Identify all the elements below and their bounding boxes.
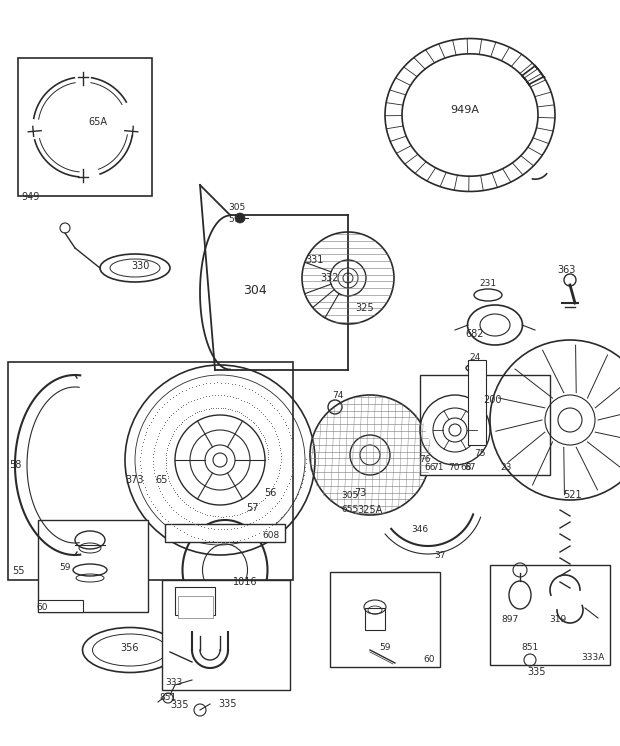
Bar <box>490 565 610 665</box>
Text: 59: 59 <box>379 644 391 653</box>
Text: 325: 325 <box>356 303 374 313</box>
Text: 65: 65 <box>156 475 168 485</box>
Bar <box>178 596 213 618</box>
Bar <box>175 587 215 615</box>
Circle shape <box>235 213 245 223</box>
Text: 67: 67 <box>464 463 476 471</box>
Text: 75: 75 <box>474 448 485 457</box>
Text: 1016: 1016 <box>232 577 257 587</box>
Bar <box>38 600 83 612</box>
Bar <box>8 362 293 580</box>
Text: 60: 60 <box>36 604 48 612</box>
Text: 333A: 333A <box>582 653 605 662</box>
Text: 59: 59 <box>60 563 71 572</box>
Text: 575: 575 <box>228 216 246 225</box>
Text: 200: 200 <box>483 395 501 405</box>
Text: 68: 68 <box>460 463 471 472</box>
Text: 949: 949 <box>21 192 40 202</box>
Text: 23: 23 <box>500 463 511 472</box>
Text: 851: 851 <box>521 642 539 651</box>
Text: 335: 335 <box>528 667 546 677</box>
Text: 65A: 65A <box>89 117 107 127</box>
Text: 325A: 325A <box>357 505 383 515</box>
Text: 949A: 949A <box>451 105 479 115</box>
Text: 56: 56 <box>264 488 276 498</box>
Text: 55: 55 <box>12 566 25 576</box>
Text: 57: 57 <box>246 503 259 513</box>
Text: 24: 24 <box>469 354 481 363</box>
Text: 76: 76 <box>419 456 431 465</box>
Text: 74: 74 <box>332 392 343 401</box>
Text: 897: 897 <box>502 615 518 624</box>
Text: 346: 346 <box>412 525 428 534</box>
Text: 521: 521 <box>563 490 582 500</box>
Text: 335: 335 <box>218 699 236 709</box>
Text: 655: 655 <box>342 506 358 515</box>
Text: 330: 330 <box>131 261 149 271</box>
Bar <box>420 375 550 475</box>
Circle shape <box>330 260 366 296</box>
Text: 37: 37 <box>434 551 446 560</box>
Text: 231: 231 <box>479 278 497 287</box>
Text: 66: 66 <box>424 463 435 472</box>
Text: 305: 305 <box>342 492 358 501</box>
Bar <box>468 360 486 445</box>
Circle shape <box>350 435 390 475</box>
Text: 363: 363 <box>558 265 576 275</box>
Text: 73: 73 <box>354 488 366 498</box>
Text: 608: 608 <box>263 531 280 541</box>
Text: 319: 319 <box>549 615 567 624</box>
Text: 304: 304 <box>243 283 267 296</box>
Text: 70: 70 <box>448 463 460 471</box>
Text: 332: 332 <box>321 273 339 283</box>
Text: 60: 60 <box>423 655 435 664</box>
Text: 356: 356 <box>121 643 140 653</box>
Text: 682: 682 <box>466 329 484 339</box>
Text: 305: 305 <box>228 204 246 213</box>
Text: 331: 331 <box>306 255 324 265</box>
Text: 373: 373 <box>126 475 144 485</box>
Bar <box>165 524 285 542</box>
Text: 851: 851 <box>159 692 177 701</box>
Text: 333: 333 <box>165 678 182 687</box>
Bar <box>365 608 385 630</box>
Bar <box>38 520 148 612</box>
Bar <box>18 58 152 196</box>
Text: 58: 58 <box>9 460 21 470</box>
Text: 335: 335 <box>170 700 189 710</box>
Text: 71: 71 <box>432 463 444 471</box>
Bar <box>162 580 290 690</box>
Bar <box>330 572 440 667</box>
